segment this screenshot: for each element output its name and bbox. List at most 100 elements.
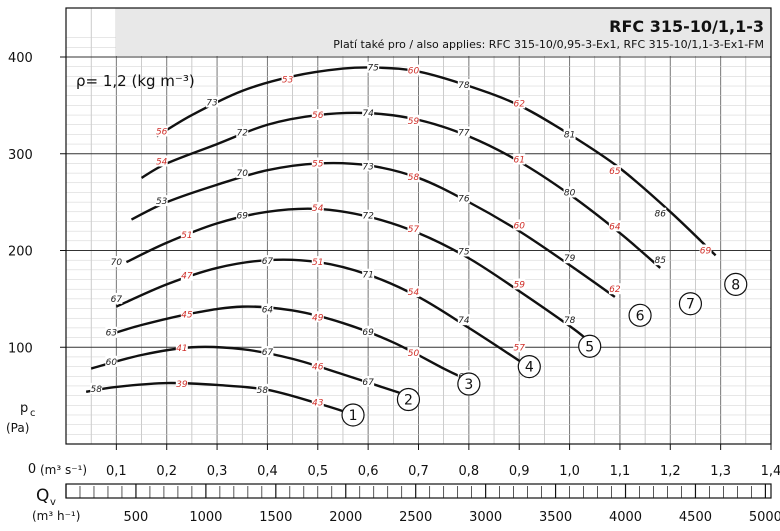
m3h-ruler: 500 1000 1500 2000 2500 3000 3500 4000 4500 5000: [65, 483, 780, 525]
efficiency-label-bg: [155, 195, 168, 207]
efficiency-label-bg: [175, 378, 188, 390]
efficiency-label-bg: [311, 256, 324, 268]
speed-marker-circle: [724, 272, 748, 296]
efficiency-label-bg: [513, 278, 526, 290]
efficiency-label: 58: [408, 173, 420, 183]
x-axis-ticks: 0,1 0,2 0,3 0,4 0,5 0,6 0,7 0,8 0,9 1,0 1,1 1,2 1,3 1…: [106, 444, 780, 479]
efficiency-label: 75: [367, 64, 379, 74]
speed-marker-circle: [517, 355, 541, 379]
efficiency-label: 74: [362, 109, 374, 119]
efficiency-label: 45: [181, 310, 193, 320]
x-tick-label: 0,5: [307, 464, 328, 479]
efficiency-label-bg: [105, 355, 118, 367]
x-tick-label: 0,9: [509, 464, 530, 479]
x-axis-unit-top: (m³ s⁻¹): [40, 463, 87, 477]
efficiency-label: 69: [700, 247, 712, 257]
efficiency-label-bg: [654, 254, 667, 266]
x-tick-label: 0,4: [257, 464, 278, 479]
chart-title: RFC 315-10/1,1-3: [609, 17, 764, 36]
efficiency-label-bg: [407, 114, 420, 126]
efficiency-label-bg: [362, 268, 375, 280]
efficiency-label-bg: [608, 165, 621, 177]
efficiency-label-bg: [110, 256, 123, 268]
speed-marker-circle: [578, 334, 602, 358]
efficiency-label-bg: [362, 107, 375, 119]
density-annotation: ρ= 1,2 (kg m⁻³): [76, 72, 195, 90]
efficiency-label: 74: [458, 316, 470, 326]
x-tick-label: 0,1: [106, 464, 127, 479]
grid-lines: [66, 8, 771, 444]
efficiency-label-bg: [407, 347, 420, 359]
efficiency-label: 67: [262, 348, 274, 358]
speed-marker-label: 4: [525, 360, 534, 376]
efficiency-label: 77: [458, 128, 470, 138]
efficiency-label: 53: [282, 75, 294, 85]
chart-subtitle: Platí také pro / also applies: RFC 315-1…: [333, 38, 764, 51]
efficiency-label: 57: [513, 343, 525, 353]
efficiency-label: 51: [312, 258, 323, 268]
efficiency-labels-group: 5839584360416746676345644969506667476751…: [90, 61, 712, 408]
efficiency-label-bg: [362, 376, 375, 388]
efficiency-label: 47: [181, 272, 193, 282]
efficiency-label: 54: [156, 157, 168, 167]
ruler-tick-label: 500: [124, 510, 149, 525]
efficiency-label-bg: [236, 126, 249, 138]
efficiency-label: 72: [237, 128, 249, 138]
speed-marker-label: 2: [404, 392, 413, 408]
efficiency-label-bg: [457, 245, 470, 257]
efficiency-label: 81: [564, 130, 575, 140]
efficiency-label: 51: [181, 231, 192, 241]
efficiency-label-bg: [608, 220, 621, 232]
ruler-tick-label: 5000: [749, 510, 780, 525]
efficiency-label: 75: [458, 247, 470, 257]
x-tick-label: 0,7: [408, 464, 429, 479]
y-tick-label: 400: [8, 51, 33, 66]
efficiency-label: 60: [106, 358, 118, 368]
efficiency-label: 80: [564, 188, 576, 198]
efficiency-label: 69: [237, 212, 249, 222]
efficiency-label-bg: [407, 64, 420, 76]
curve-speed-3: [105, 305, 465, 380]
efficiency-label: 59: [408, 117, 420, 127]
efficiency-label: 53: [156, 197, 168, 207]
efficiency-label-bg: [457, 79, 470, 91]
efficiency-label-bg: [206, 96, 219, 108]
efficiency-label: 64: [262, 306, 274, 316]
y-axis-unit: (Pa): [6, 421, 29, 435]
ruler-tick-label: 1000: [189, 510, 222, 525]
efficiency-label: 86: [654, 210, 666, 220]
efficiency-label-bg: [457, 192, 470, 204]
efficiency-label-bg: [281, 73, 294, 85]
efficiency-label: 55: [312, 159, 324, 169]
efficiency-label-bg: [457, 126, 470, 138]
efficiency-label: 56: [312, 111, 324, 121]
efficiency-label: 41: [176, 344, 187, 354]
efficiency-label-bg: [563, 186, 576, 198]
efficiency-label: 62: [609, 285, 621, 295]
efficiency-label-bg: [311, 396, 324, 408]
efficiency-label-bg: [236, 167, 249, 179]
y-axis-label: p: [20, 401, 28, 416]
speed-marker-circle: [396, 387, 421, 412]
speed-marker-label: 8: [731, 277, 740, 293]
efficiency-label-bg: [155, 155, 168, 167]
efficiency-label: 54: [312, 204, 324, 214]
flow-label: Q: [36, 486, 49, 506]
efficiency-label-bg: [407, 286, 420, 298]
efficiency-label: 58: [257, 386, 269, 396]
curve-speed-7: [140, 111, 661, 269]
efficiency-label: 54: [408, 288, 420, 298]
efficiency-label: 67: [362, 378, 374, 388]
ruler-tick-label: 4500: [679, 510, 712, 525]
efficiency-label: 39: [176, 380, 188, 390]
y-tick-label: 100: [8, 341, 33, 356]
efficiency-label-bg: [407, 223, 420, 235]
efficiency-label: 50: [408, 349, 420, 359]
efficiency-label-bg: [261, 303, 274, 315]
efficiency-label-bg: [513, 219, 526, 231]
y-tick-label: 200: [8, 245, 33, 260]
ruler-tick-label: 3500: [539, 510, 572, 525]
y-axis-ticks: 100 200 300 400: [8, 51, 66, 356]
x-axis-unit-bottom: (m³ h⁻¹): [32, 509, 80, 523]
efficiency-label: 79: [564, 254, 576, 264]
